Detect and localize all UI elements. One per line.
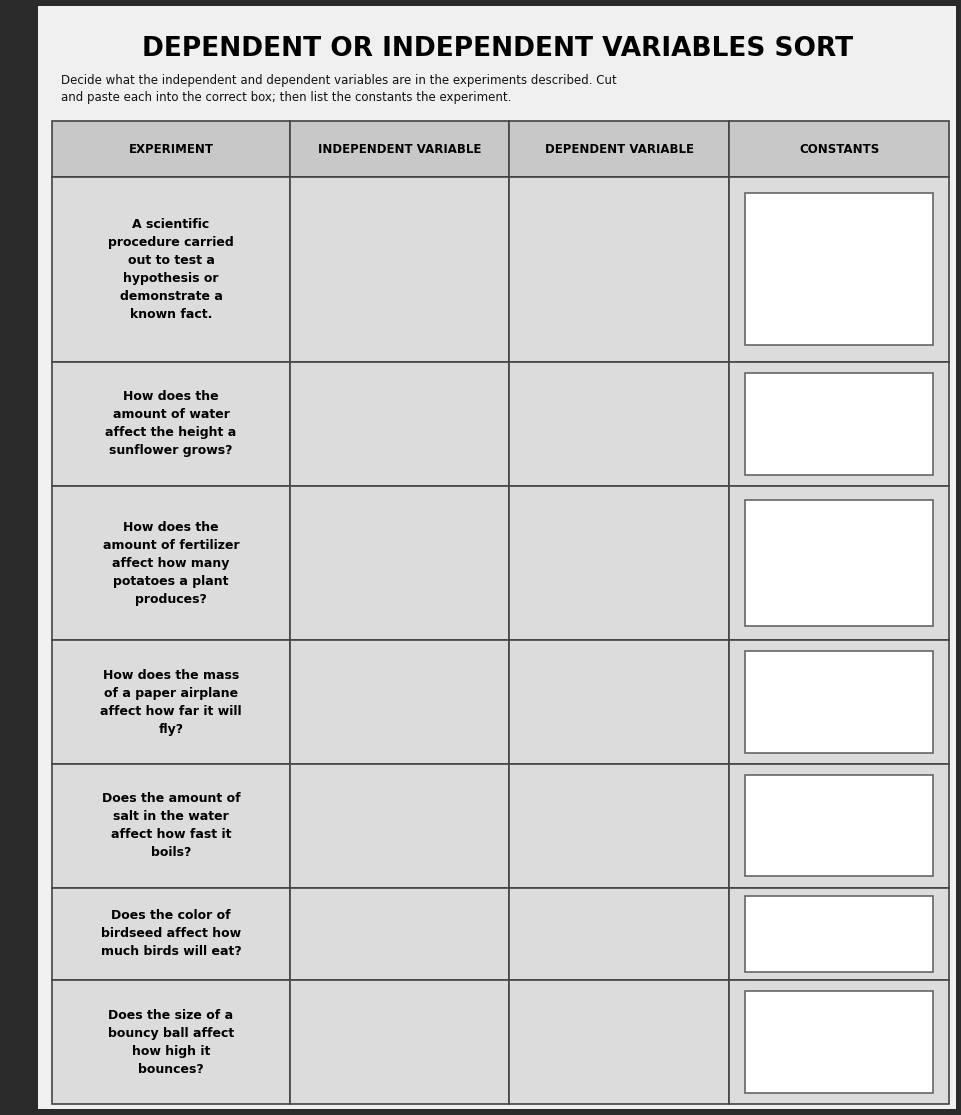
Bar [509,640,729,764]
Bar [509,764,729,888]
Text: Does the color of
birdseed affect how
much birds will eat?: Does the color of birdseed affect how mu… [101,910,241,959]
Text: DEPENDENT VARIABLE: DEPENDENT VARIABLE [545,143,694,156]
Bar [729,362,949,486]
Bar [52,640,290,764]
Bar [290,486,509,640]
Bar [290,362,509,486]
Bar [290,122,509,176]
Bar [52,764,290,888]
Bar [290,176,509,362]
Bar [729,122,949,176]
Bar [290,640,509,764]
Bar [509,486,729,640]
Bar [745,374,933,475]
Bar [509,888,729,980]
Text: INDEPENDENT VARIABLE: INDEPENDENT VARIABLE [318,143,481,156]
Bar [729,176,949,362]
Text: Decide what the independent and dependent variables are in the experiments descr: Decide what the independent and dependen… [62,74,617,104]
Text: DEPENDENT OR INDEPENDENT VARIABLES SORT: DEPENDENT OR INDEPENDENT VARIABLES SORT [142,37,852,62]
Bar [729,640,949,764]
Bar [745,193,933,346]
Bar [729,888,949,980]
Bar [52,176,290,362]
Bar [509,176,729,362]
Bar [729,980,949,1104]
Bar [509,122,729,176]
Text: Does the size of a
bouncy ball affect
how high it
bounces?: Does the size of a bouncy ball affect ho… [108,1009,234,1076]
Bar [52,980,290,1104]
Bar [290,888,509,980]
Text: CONSTANTS: CONSTANTS [799,143,879,156]
Bar [509,980,729,1104]
Bar [745,651,933,753]
Bar [729,764,949,888]
Bar [52,122,290,176]
Text: Does the amount of
salt in the water
affect how fast it
boils?: Does the amount of salt in the water aff… [102,793,240,860]
Text: A scientific
procedure carried
out to test a
hypothesis or
demonstrate a
known f: A scientific procedure carried out to te… [109,217,234,321]
Text: How does the
amount of fertilizer
affect how many
potatoes a plant
produces?: How does the amount of fertilizer affect… [103,521,239,605]
Bar [729,486,949,640]
Bar [745,500,933,627]
Bar [290,764,509,888]
Bar [509,362,729,486]
Bar [745,991,933,1093]
Text: EXPERIMENT: EXPERIMENT [129,143,213,156]
Bar [52,486,290,640]
Text: How does the
amount of water
affect the height a
sunflower grows?: How does the amount of water affect the … [106,390,236,457]
Bar [745,895,933,972]
Bar [52,888,290,980]
Bar [290,980,509,1104]
Text: How does the mass
of a paper airplane
affect how far it will
fly?: How does the mass of a paper airplane af… [100,669,242,736]
Bar [745,775,933,876]
Bar [52,362,290,486]
